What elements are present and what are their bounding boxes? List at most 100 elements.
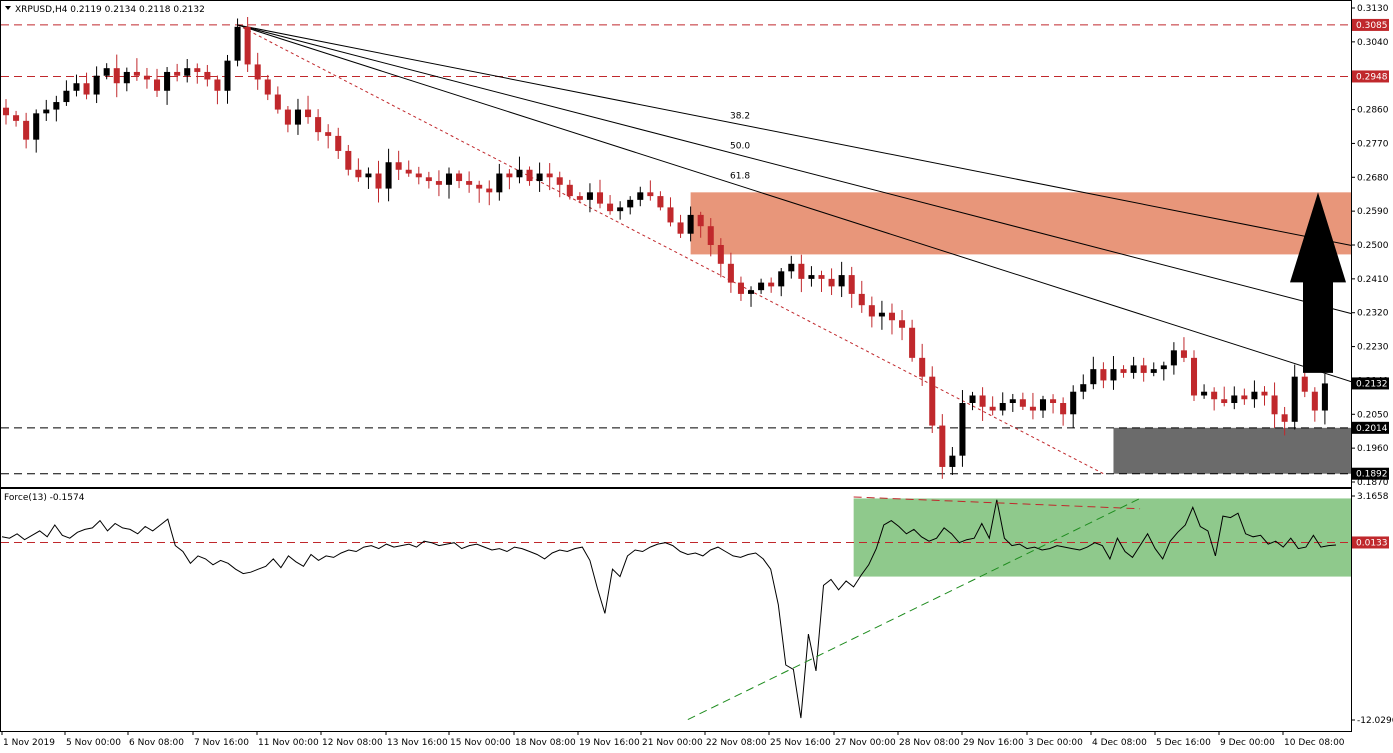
candle-body [73, 83, 80, 91]
candle-body [1311, 391, 1318, 411]
time-tick-label: 9 Dec 00:00 [1220, 738, 1275, 748]
candle-body [1060, 403, 1067, 415]
candle-body [1301, 376, 1308, 392]
candle-body [818, 275, 825, 279]
candle-body [143, 75, 150, 80]
fibonacci-fan: 38.2 50.0 61.8 [237, 24, 1352, 475]
price-level-label-box [1352, 377, 1389, 390]
candle-body [627, 199, 634, 208]
price-tick-label: 0.2680 [1357, 173, 1389, 183]
candle-body [1120, 369, 1127, 373]
price-tick-label: 0.2320 [1357, 309, 1389, 319]
candle-body [1019, 399, 1026, 407]
candle-body [1251, 391, 1258, 400]
candle-body [63, 90, 70, 103]
candle-body [778, 271, 785, 287]
price-tick-label: 0.1960 [1357, 444, 1389, 454]
candle-body [576, 196, 583, 200]
price-tick-label: 0.2500 [1357, 241, 1389, 251]
candle-body [687, 214, 694, 234]
candle-body [1291, 376, 1298, 422]
candle-body [123, 71, 130, 84]
force-tick-label: 3.1658 [1357, 492, 1389, 502]
candle-body [113, 68, 120, 84]
candle-body [838, 275, 845, 287]
candle-body [385, 162, 392, 189]
symbol-header: XRPUSD,H4 0.2119 0.2134 0.2118 0.2132 [15, 5, 205, 15]
time-tick-label: 27 Nov 00:00 [835, 738, 896, 748]
time-tick-label: 3 Dec 00:00 [1028, 738, 1083, 748]
fan-label-50.0: 50.0 [730, 142, 750, 152]
time-tick-label: 11 Nov 00:00 [258, 738, 319, 748]
candle-body [748, 290, 755, 294]
force-level-label: 0.0133 [1356, 538, 1388, 548]
time-tick-label: 29 Nov 16:00 [963, 738, 1024, 748]
candle-body [33, 113, 40, 140]
up-arrow-icon [1290, 192, 1346, 373]
candle-body [1261, 391, 1268, 396]
price-level-label-box [1352, 70, 1389, 83]
candle-body [1080, 384, 1087, 392]
candle-body [486, 188, 493, 193]
candle-body [1140, 365, 1147, 373]
force-index-line [1, 499, 1351, 719]
candle-body [153, 79, 161, 91]
candle-body [858, 293, 865, 306]
candle-body [999, 403, 1006, 411]
candle-body [1231, 395, 1238, 403]
time-tick-label: 21 Nov 00:00 [642, 738, 703, 748]
fan-base-line [237, 24, 1104, 475]
candle-body [1211, 391, 1218, 400]
force-trend-line-0 [853, 496, 1141, 510]
collapse-triangle-icon[interactable] [5, 6, 11, 10]
price-level-label-box [1352, 467, 1389, 480]
candle-body [1009, 399, 1016, 403]
candle-body [184, 68, 191, 76]
candle-body [1271, 395, 1278, 415]
time-tick-label: 15 Nov 00:00 [450, 738, 511, 748]
candle-body [1281, 414, 1288, 422]
candle-body [415, 173, 422, 178]
candle-body [506, 173, 513, 178]
candle-body [768, 282, 775, 287]
candle-body [899, 320, 906, 328]
candle-body [264, 79, 271, 95]
candle-body [758, 282, 765, 291]
candle-body [164, 71, 171, 91]
time-axis: 1 Nov 2019 5 Nov 00:00 6 Nov 08:00 7 Nov 16… [1, 731, 1345, 748]
candlesticks [2, 16, 1328, 479]
candle-body [93, 75, 100, 95]
time-tick-label: 6 Nov 08:00 [129, 738, 184, 748]
candle-body [727, 263, 734, 283]
candle-body [204, 71, 211, 80]
candle-body [456, 173, 463, 182]
force-axis: 3.1658 -12.0296 0.0133 [1351, 492, 1393, 726]
candle-body [969, 395, 976, 403]
price-tick-label: 0.2050 [1357, 410, 1389, 420]
candle-body [697, 214, 704, 227]
candle-body [1090, 369, 1097, 385]
candle-body [315, 117, 322, 133]
candle-body [425, 177, 432, 182]
time-tick-label: 13 Nov 16:00 [387, 738, 448, 748]
candle-body [536, 173, 543, 182]
time-tick-label: 4 Dec 08:00 [1092, 738, 1147, 748]
candle-body [53, 102, 60, 110]
candle-body [959, 403, 966, 456]
candle-body [2, 107, 10, 116]
force-level-label-box [1352, 536, 1389, 549]
price-tick-label: 0.3130 [1357, 4, 1389, 14]
candle-body [556, 177, 563, 185]
candle-body [1110, 369, 1117, 381]
candle-body [526, 169, 533, 182]
candle-body [617, 207, 624, 212]
price-tick-label: 0.2860 [1357, 106, 1389, 116]
price-tick-label: 0.2770 [1357, 139, 1389, 149]
candle-body [788, 263, 795, 272]
candle-body [667, 207, 674, 223]
price-tick-label: 0.2410 [1357, 275, 1389, 285]
force-trend-line-1 [687, 497, 1141, 721]
candle-body [305, 109, 312, 118]
